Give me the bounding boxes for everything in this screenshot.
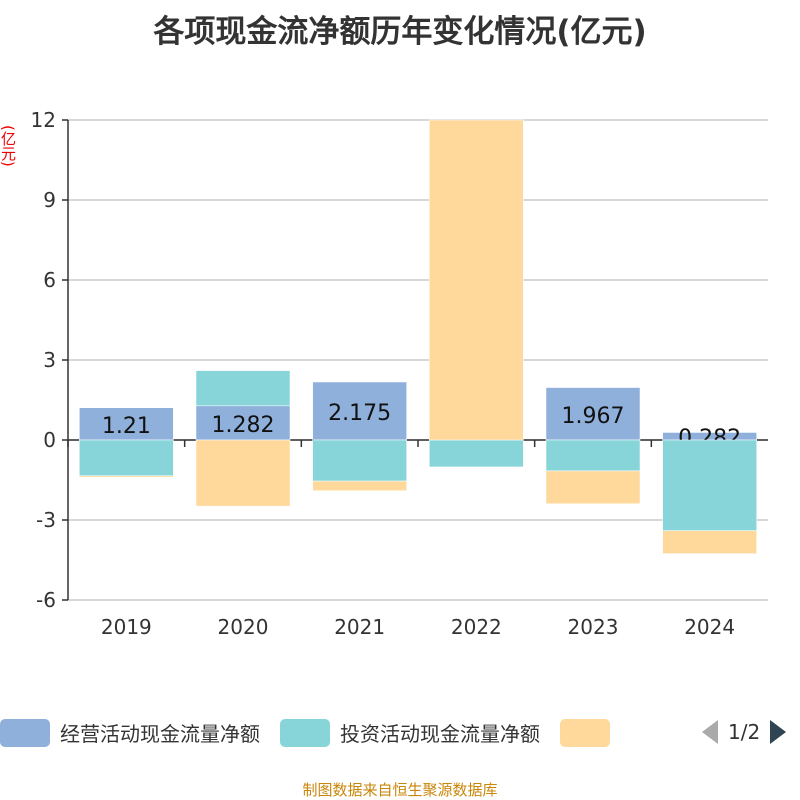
legend-swatch [280,718,330,747]
bar-2019-s1 [79,439,174,476]
prev-page-icon[interactable] [700,718,720,746]
source-note: 制图数据来自恒生聚源数据库 [302,781,498,799]
y-tick-label: 12 [31,108,56,132]
bar-2020-s2 [195,439,291,507]
legend-item[interactable] [560,718,620,747]
x-tick-label: 2020 [218,615,269,639]
legend-label: 投资活动现金流量净额 [340,722,540,746]
legend-page: 1/2 [728,720,761,744]
bar-2020-s1 [195,370,291,407]
bar-2021-s1 [312,439,407,482]
bar-2024-s1 [662,439,757,531]
data-label: 1.21 [102,414,151,439]
y-tick-label: 3 [43,348,56,372]
x-tick-label: 2022 [451,615,502,639]
x-tick-label: 2019 [101,615,152,639]
data-label: 2.175 [328,401,391,426]
legend-swatch [560,718,610,747]
y-tick-label: 0 [43,428,56,452]
legend-label: 经营活动现金流量净额 [60,722,260,746]
bar-2024-s2 [662,530,757,554]
data-label: 1.967 [562,404,625,429]
bar-2022-s1 [429,439,524,468]
bar-2020-s0 [195,405,291,441]
bar-2019-s2 [79,475,174,478]
bar-2023-s2 [545,470,641,504]
data-label: 1.282 [212,413,275,438]
y-tick-label: -6 [36,588,56,612]
x-tick-label: 2023 [568,615,619,639]
x-tick-label: 2024 [684,615,735,639]
chart-area: 12 9 6 3 0 -3 -6 2019 2020 2021 2022 2023 2024 1.21 1.… [31,108,768,639]
bar-2021-s0 [312,381,407,441]
y-axis-label: (亿元) [0,125,17,167]
legend: 经营活动现金流量净额 投资活动现金流量净额 [0,718,640,747]
bar-2021-s2 [312,480,407,491]
bar-2022-s2 [429,119,524,441]
x-tick-label: 2021 [334,615,385,639]
legend-item[interactable]: 经营活动现金流量净额 [0,718,260,747]
legend-item[interactable]: 投资活动现金流量净额 [280,718,540,747]
y-tick-label: -3 [36,508,56,532]
bar-2023-s1 [545,439,641,472]
bar-2023-s0 [545,387,641,441]
y-tick-label: 6 [43,268,56,292]
next-page-icon[interactable] [768,718,788,746]
y-tick-label: 9 [43,188,56,212]
bar-2019-s0 [79,407,174,441]
legend-pager: 1/2 [700,718,788,746]
chart-title: 各项现金流净额历年变化情况(亿元) [153,14,647,50]
legend-swatch [0,718,50,747]
